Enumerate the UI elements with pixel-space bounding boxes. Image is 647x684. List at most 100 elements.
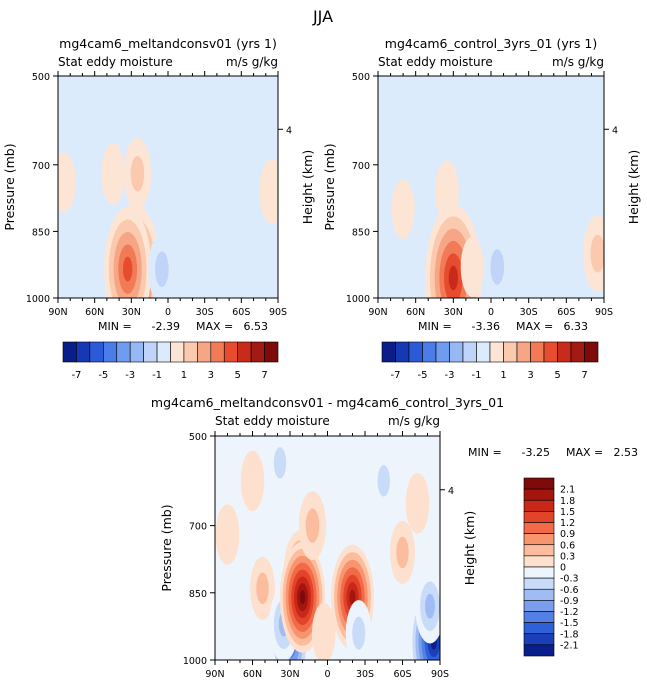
- colorbar-box: [476, 341, 491, 363]
- min-value: -3.36: [472, 320, 500, 333]
- x-tick-label: 90S: [269, 307, 287, 318]
- colorbar-box: [408, 341, 423, 363]
- x-tick-label: 60S: [232, 307, 250, 318]
- colorbar-tick-label: -5: [98, 370, 108, 381]
- colorbar-tick-label: 0.3: [560, 551, 575, 562]
- colorbar-tick-label: 0.9: [560, 529, 575, 540]
- colorbar-tick-label: -1.8: [560, 629, 579, 640]
- colorbar-tick-label: -0.9: [560, 596, 579, 607]
- contour-region: [211, 99, 235, 160]
- panel-difference: mg4cam6_meltandconsv01 - mg4cam6_control…: [151, 395, 639, 680]
- x-tick-label: 60N: [85, 307, 104, 318]
- x-tick-label: 0: [165, 307, 171, 318]
- colorbar-box: [197, 341, 212, 363]
- x-tick-label: 30N: [280, 669, 299, 680]
- colorbar-tick-label: -7: [71, 370, 81, 381]
- max-label: MAX =: [196, 320, 233, 333]
- contour-region: [448, 265, 459, 291]
- colorbar-tick-label: -1: [152, 370, 162, 381]
- colorbar-box: [543, 341, 558, 363]
- x-tick-label: 30N: [122, 307, 141, 318]
- contour-region: [396, 536, 409, 569]
- colorbar-box: [210, 341, 225, 363]
- panel-title: mg4cam6_meltandconsv01 (yrs 1): [59, 36, 277, 51]
- panel-subtitle-left: Stat eddy moisture: [215, 414, 330, 428]
- colorbar-box: [523, 600, 555, 612]
- x-tick-label: 60N: [406, 307, 425, 318]
- y-axis-label: Pressure (mb): [322, 143, 337, 230]
- colorbar-box: [503, 341, 518, 363]
- min-label: MIN =: [468, 446, 502, 459]
- colorbar-box: [523, 511, 555, 523]
- colorbar-box: [156, 341, 171, 363]
- min-value: -3.25: [522, 446, 550, 459]
- colorbar-box: [143, 341, 158, 363]
- colorbar-box: [523, 644, 555, 657]
- panel-title: mg4cam6_meltandconsv01 - mg4cam6_control…: [151, 395, 504, 410]
- colorbar-box: [523, 522, 555, 534]
- max-value: 6.53: [244, 320, 269, 333]
- colorbar-tick-label: -5: [418, 370, 428, 381]
- contour-region: [101, 142, 125, 205]
- colorbar-box: [76, 341, 91, 363]
- colorbar-tick-label: 0: [560, 563, 566, 574]
- y-tick-label: 500: [352, 72, 370, 83]
- min-value: -2.39: [152, 320, 180, 333]
- x-tick-label: 90N: [48, 307, 67, 318]
- y-tick-label: 1000: [26, 294, 50, 305]
- contour-region: [349, 589, 356, 605]
- colorbar-tick-label: 5: [554, 370, 560, 381]
- contour-region: [259, 159, 278, 224]
- colorbar-box: [462, 341, 477, 363]
- x-tick-label: 90N: [205, 669, 224, 680]
- y-tick-label: 850: [189, 589, 207, 600]
- colorbar-box: [449, 341, 464, 363]
- max-value: 2.53: [614, 446, 639, 459]
- contour-field: [58, 76, 278, 298]
- x-tick-label: 30S: [520, 307, 538, 318]
- colorbar-box: [183, 341, 198, 363]
- colorbar-box: [523, 588, 555, 601]
- y2-tick-label: 4: [286, 125, 292, 136]
- contour-region: [215, 504, 240, 565]
- colorbar-box: [103, 341, 118, 363]
- colorbar-box: [489, 341, 504, 363]
- colorbar-box: [62, 341, 77, 363]
- colorbar-tick-label: 7: [261, 370, 267, 381]
- colorbar-box: [170, 341, 185, 363]
- y2-tick-label: 4: [612, 125, 618, 136]
- x-tick-label: 60S: [557, 307, 575, 318]
- contour-region: [299, 590, 306, 605]
- y-tick-label: 700: [32, 161, 50, 172]
- x-tick-label: 30N: [444, 307, 463, 318]
- y-axis-label: Pressure (mb): [159, 504, 174, 591]
- panel-control: mg4cam6_control_3yrs_01 (yrs 1) Stat eddy…: [322, 36, 641, 381]
- colorbar-tick-label: -0.6: [560, 585, 579, 596]
- y-tick-label: 1000: [346, 294, 370, 305]
- y2-axis-label: Height (km): [300, 150, 315, 224]
- colorbar-box: [523, 533, 555, 546]
- contour-region: [305, 508, 320, 543]
- colorbar-box: [523, 577, 555, 590]
- contour-region: [490, 249, 505, 285]
- contour-region: [311, 602, 336, 660]
- colorbar-box: [435, 341, 450, 363]
- colorbar-tick-label: 0.6: [560, 540, 575, 551]
- panel-subtitle-right: m/s g/kg: [552, 55, 604, 69]
- x-tick-label: 60S: [393, 669, 411, 680]
- colorbar-tick-label: 3: [208, 370, 214, 381]
- contour-region: [352, 616, 366, 650]
- colorbar-tick-label: 2.1: [560, 485, 575, 496]
- contour-region: [58, 152, 76, 213]
- colorbar-box: [129, 341, 144, 363]
- max-label: MAX =: [566, 446, 603, 459]
- panel-title: mg4cam6_control_3yrs_01 (yrs 1): [385, 36, 597, 51]
- colorbar-box: [516, 341, 531, 363]
- y-tick-label: 850: [352, 227, 370, 238]
- colorbar-tick-label: 1: [500, 370, 506, 381]
- colorbar-tick-label: -1: [472, 370, 482, 381]
- colorbar-box: [530, 341, 545, 363]
- x-tick-label: 90S: [595, 307, 613, 318]
- colorbar-box: [523, 544, 555, 557]
